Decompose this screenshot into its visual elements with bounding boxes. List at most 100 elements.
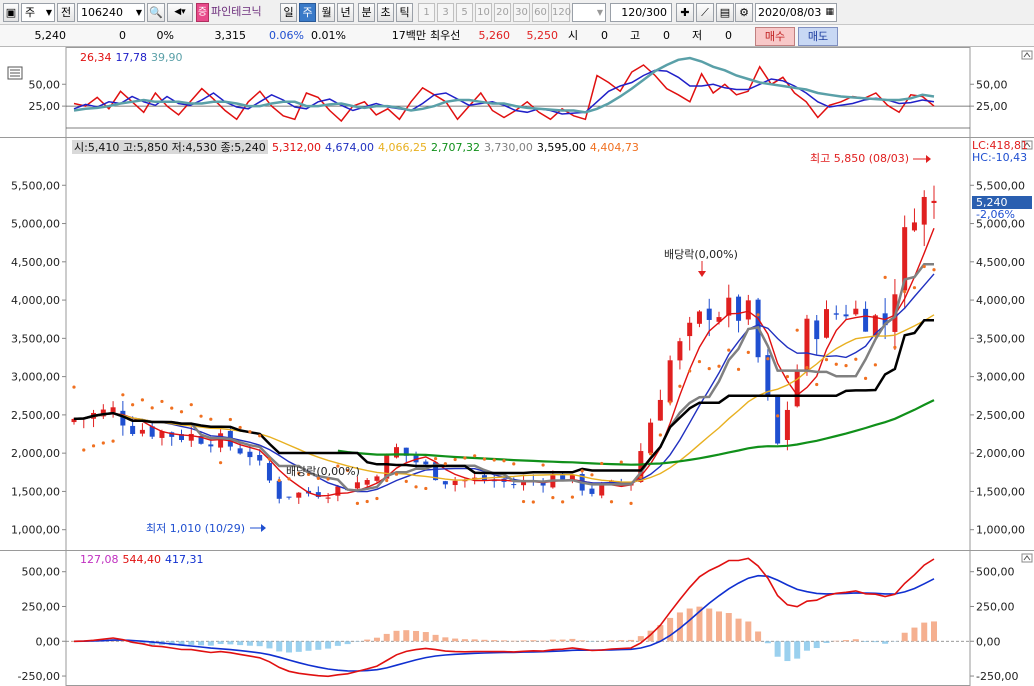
dividend-annotation: 배당락(0,00%)	[664, 248, 738, 261]
psar-dot	[590, 473, 594, 477]
period-second-button[interactable]: 초	[377, 3, 394, 22]
candle	[403, 447, 409, 456]
candle	[677, 341, 683, 361]
best-bid: 5,250	[526, 29, 559, 42]
psar-dot	[238, 425, 242, 430]
change-pct: 0%	[156, 29, 174, 42]
candle	[452, 480, 458, 486]
quote-bar: 5,240 0 0% 3,315 0.06% 0.01% 17백만 최우선 5,…	[0, 25, 1034, 47]
interval-input[interactable]: ▼	[572, 3, 606, 22]
code-input[interactable]: 106240 ▼	[77, 3, 145, 22]
psar-dot	[101, 441, 105, 445]
macd-osc-bar	[794, 641, 801, 659]
candle	[374, 476, 380, 481]
candle	[139, 429, 145, 434]
psar-dot	[844, 364, 848, 368]
candle	[198, 435, 204, 444]
psar-dot	[678, 384, 682, 388]
stochastic-panel	[65, 47, 971, 138]
period-type-select[interactable]: 주 ▼	[21, 3, 55, 22]
period-month-button[interactable]: 월	[318, 3, 335, 22]
price-ytick-label: 3,500,00	[976, 332, 1025, 345]
sell-button[interactable]: 매도	[798, 27, 838, 46]
macd-legend: 127,08 544,40 417,31	[80, 553, 204, 566]
macd-ytick-label: 500,00	[22, 566, 61, 579]
price-ytick-label: 5,000,00	[11, 218, 60, 231]
macd-osc-bar	[911, 627, 918, 642]
pin-icon[interactable]: ✚	[676, 3, 694, 22]
macd-ytick-label: -250,00	[976, 670, 1018, 683]
interval-button[interactable]: 3	[437, 3, 454, 22]
psar-dot	[717, 364, 721, 368]
speaker-icon[interactable]: ◀▾	[167, 3, 193, 22]
candle	[843, 314, 849, 317]
psar-dot	[893, 345, 897, 349]
date-input[interactable]: 2020/08/03 ▦	[755, 3, 837, 22]
count-input[interactable]: 120/300	[610, 3, 672, 22]
candle	[569, 474, 575, 481]
psar-dot	[580, 469, 584, 473]
macd-osc-bar	[149, 641, 156, 646]
candle	[384, 454, 390, 479]
macd-osc-bar	[413, 630, 420, 642]
period-minute-button[interactable]: 분	[358, 3, 375, 22]
stoch-k-value: 26,34	[80, 51, 112, 64]
line-tool-icon[interactable]: ⟋	[696, 3, 714, 22]
macd-osc-bar	[461, 639, 468, 642]
panel-close-icon[interactable]	[1021, 140, 1033, 150]
psar-dot	[639, 475, 643, 480]
period-type-value: 주	[25, 6, 36, 19]
period-day-button[interactable]: 일	[280, 3, 297, 22]
price-tag	[972, 196, 1032, 209]
price-ytick-label: 3,000,00	[976, 371, 1025, 384]
psar-dot	[854, 357, 858, 361]
gear-icon[interactable]: ⚙	[735, 3, 753, 22]
period-week-button[interactable]: 주	[299, 3, 316, 22]
search-icon[interactable]: 🔍	[147, 3, 165, 22]
interval-button[interactable]: 60	[532, 3, 549, 22]
save-icon[interactable]: ▤	[716, 3, 734, 22]
candle	[315, 492, 321, 497]
interval-button[interactable]: 1	[418, 3, 435, 22]
macd-ytick-label: 0,00	[36, 635, 61, 648]
period-year-button[interactable]: 년	[337, 3, 354, 22]
macd-osc-bar	[921, 622, 928, 642]
macd-osc-bar	[246, 641, 253, 646]
candle	[218, 433, 224, 448]
candle	[804, 318, 810, 373]
psar-dot	[297, 471, 301, 475]
stoch-legend: 26,34 17,78 39,90	[80, 51, 183, 64]
candle	[814, 320, 820, 340]
interval-button[interactable]: 30	[513, 3, 530, 22]
panel-menu-icon[interactable]	[7, 66, 23, 80]
macd-osc-bar	[237, 641, 244, 646]
window-icon[interactable]: ▣	[3, 3, 19, 22]
jeon-button[interactable]: 전	[57, 3, 75, 22]
panel-close-icon[interactable]	[1021, 553, 1033, 563]
interval-button[interactable]: 5	[456, 3, 473, 22]
psar-dot	[824, 358, 829, 362]
dividend-annotation: 배당락(0,00%)	[286, 465, 360, 478]
interval-button[interactable]: 120	[551, 3, 571, 22]
stoch-ytick-label: 50,00	[976, 78, 1008, 91]
interval-button[interactable]: 10	[475, 3, 492, 22]
macd-osc-bar	[608, 640, 615, 642]
macd-osc-bar	[813, 641, 820, 649]
stock-chart[interactable]: 25,00 25,00 50,00 50,00 1,000,00 1,000,00 1,50…	[0, 47, 1034, 686]
macd-osc-bar	[452, 638, 459, 642]
volume-pct2: 0.01%	[311, 29, 346, 42]
buy-button[interactable]: 매수	[755, 27, 795, 46]
psar-dot	[248, 430, 252, 434]
candle	[442, 481, 448, 485]
panel-close-icon[interactable]	[1021, 50, 1033, 60]
psar-dot	[883, 275, 887, 280]
period-tick-button[interactable]: 틱	[396, 3, 413, 22]
psar-dot	[912, 286, 917, 290]
candle	[247, 451, 253, 458]
candle	[130, 425, 136, 435]
candle	[589, 488, 595, 494]
interval-button[interactable]: 20	[494, 3, 511, 22]
candle	[413, 454, 419, 463]
candle	[784, 409, 790, 440]
macd-line	[73, 557, 935, 678]
